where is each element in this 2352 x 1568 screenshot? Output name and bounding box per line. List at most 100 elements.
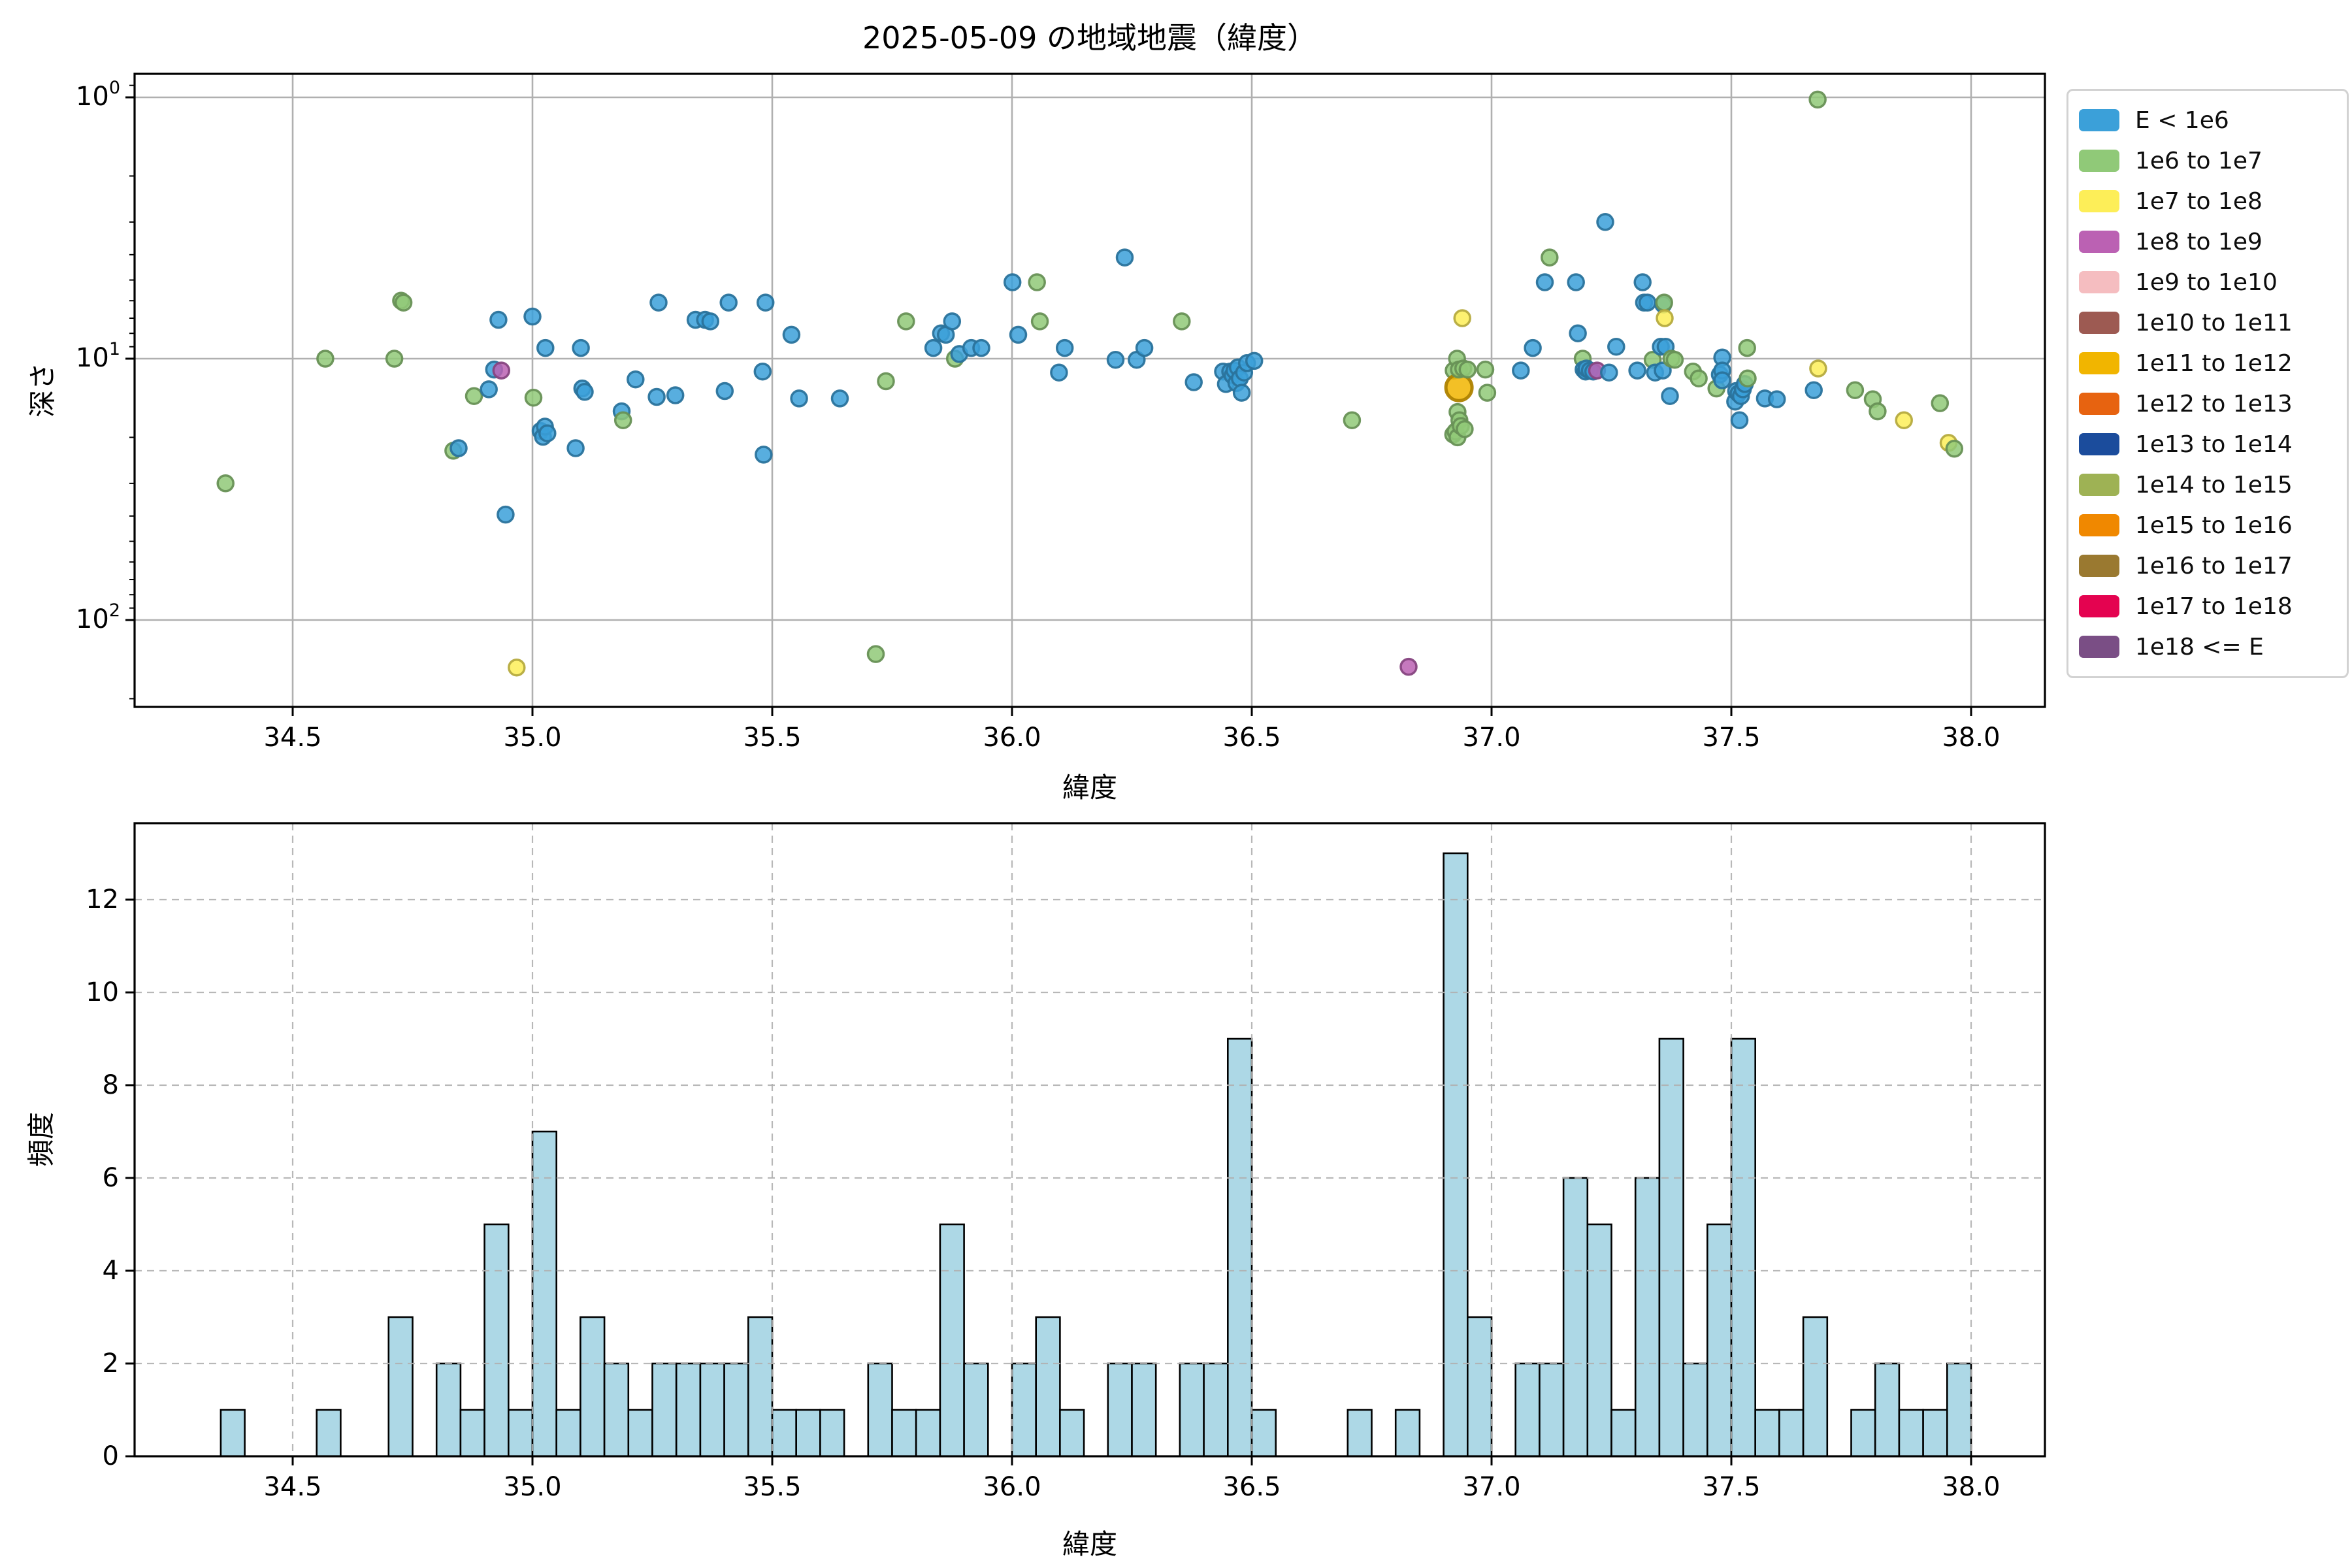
histogram-bar xyxy=(316,1409,342,1458)
tick-label: 4 xyxy=(103,1256,119,1286)
histogram-bar xyxy=(1610,1409,1637,1458)
scatter-point xyxy=(1945,440,1964,458)
histogram-bar xyxy=(459,1409,485,1458)
legend-entry: 1e7 to 1e8 xyxy=(2079,181,2340,221)
scatter-point xyxy=(394,293,413,312)
scatter-point xyxy=(1600,363,1618,382)
scatter-point xyxy=(756,293,775,312)
legend-swatch-icon xyxy=(2079,150,2119,172)
scatter-point xyxy=(1713,371,1731,389)
scatter-point xyxy=(613,411,632,429)
tick-label: 36.5 xyxy=(1222,723,1281,753)
scatter-point xyxy=(1730,411,1749,429)
scatter-point xyxy=(1665,350,1684,369)
histogram-bar xyxy=(1539,1362,1565,1458)
scatter-point xyxy=(576,383,594,401)
scatter-point xyxy=(1809,359,1827,378)
scatter-xlabel: 緯度 xyxy=(1062,772,1117,804)
scatter-point xyxy=(316,350,335,368)
scatter-point xyxy=(1003,273,1022,291)
legend-entry: 1e18 <= E xyxy=(2079,627,2340,667)
histogram-bar xyxy=(771,1409,798,1458)
scatter-point xyxy=(666,386,685,404)
histogram-bar xyxy=(1227,1037,1253,1458)
legend-label: E < 1e6 xyxy=(2135,106,2229,134)
scatter-point xyxy=(1869,402,1887,421)
histogram-bar xyxy=(795,1409,821,1458)
tick-label: 36.0 xyxy=(983,1472,1041,1502)
legend-label: 1e16 to 1e17 xyxy=(2135,552,2293,580)
legend-swatch-icon xyxy=(2079,190,2119,212)
figure-title: 2025-05-09 の地域地震（緯度） xyxy=(862,20,1317,56)
legend-entry: 1e11 to 1e12 xyxy=(2079,343,2340,384)
legend-entry: 1e10 to 1e11 xyxy=(2079,302,2340,343)
histogram-bar xyxy=(699,1362,725,1458)
histogram-bar xyxy=(1922,1409,1948,1458)
scatter-point xyxy=(538,424,557,442)
legend-label: 1e15 to 1e16 xyxy=(2135,512,2293,539)
legend-swatch-icon xyxy=(2079,393,2119,415)
scatter-point xyxy=(972,338,990,357)
scatter-point xyxy=(1895,411,1913,429)
scatter-point xyxy=(449,439,468,457)
legend-swatch-icon xyxy=(2079,312,2119,334)
histogram-bar xyxy=(603,1362,630,1458)
tick-label: 2 xyxy=(103,1348,119,1379)
scatter-point xyxy=(216,474,235,493)
scatter-plot-area xyxy=(135,74,2045,707)
scatter-point xyxy=(497,505,515,524)
scatter-point xyxy=(1767,390,1786,408)
legend-swatch-icon xyxy=(2079,231,2119,253)
legend-swatch-icon xyxy=(2079,352,2119,374)
histogram-bar xyxy=(1730,1037,1757,1458)
histogram-bar xyxy=(1250,1409,1277,1458)
tick-label: 100 xyxy=(76,78,120,112)
histogram-bar xyxy=(651,1362,678,1458)
legend-label: 1e12 to 1e13 xyxy=(2135,390,2293,417)
legend-swatch-icon xyxy=(2079,555,2119,577)
legend-label: 1e11 to 1e12 xyxy=(2135,350,2293,377)
legend-entry: 1e9 to 1e10 xyxy=(2079,262,2340,302)
scatter-point xyxy=(1030,312,1049,331)
histogram-bar xyxy=(1754,1409,1780,1458)
histogram-bar xyxy=(1874,1362,1901,1458)
scatter-point xyxy=(943,312,962,331)
tick-label: 37.5 xyxy=(1702,1472,1760,1502)
histogram-bar xyxy=(891,1409,917,1458)
tick-label: 101 xyxy=(76,339,120,373)
tick-label: 10 xyxy=(86,977,119,1007)
scatter-point xyxy=(1628,361,1646,380)
histogram-bar xyxy=(1562,1177,1589,1458)
tick-label: 6 xyxy=(103,1163,119,1193)
histogram-bar xyxy=(1778,1409,1805,1458)
legend-entry: 1e15 to 1e16 xyxy=(2079,505,2340,546)
legend-entry: 1e12 to 1e13 xyxy=(2079,384,2340,424)
histogram-bar xyxy=(1035,1316,1061,1458)
scatter-point xyxy=(1050,363,1068,382)
scatter-point xyxy=(1184,373,1203,391)
scatter-point xyxy=(1655,293,1673,312)
scatter-point xyxy=(715,382,734,400)
legend-label: 1e17 to 1e18 xyxy=(2135,593,2293,620)
scatter-point xyxy=(1661,387,1679,405)
scatter-point xyxy=(830,389,849,408)
scatter-ylabel: 深さ xyxy=(26,362,59,418)
scatter-point xyxy=(1633,273,1652,291)
scatter-point xyxy=(866,645,885,663)
scatter-point xyxy=(1656,309,1674,327)
legend-entry: 1e13 to 1e14 xyxy=(2079,424,2340,465)
histogram-bar xyxy=(483,1223,510,1458)
tick-label: 38.0 xyxy=(1942,1472,2000,1502)
scatter-point xyxy=(1846,381,1865,399)
scatter-point xyxy=(1232,384,1251,402)
legend-label: 1e9 to 1e10 xyxy=(2135,269,2278,296)
scatter-point xyxy=(489,310,508,329)
scatter-point xyxy=(1453,309,1471,327)
scatter-point xyxy=(1607,337,1625,356)
histogram-bar xyxy=(1898,1409,1924,1458)
histogram-bar xyxy=(1107,1362,1133,1458)
histogram-bar xyxy=(531,1130,558,1458)
scatter-point xyxy=(790,389,808,408)
scatter-point xyxy=(1808,90,1827,109)
